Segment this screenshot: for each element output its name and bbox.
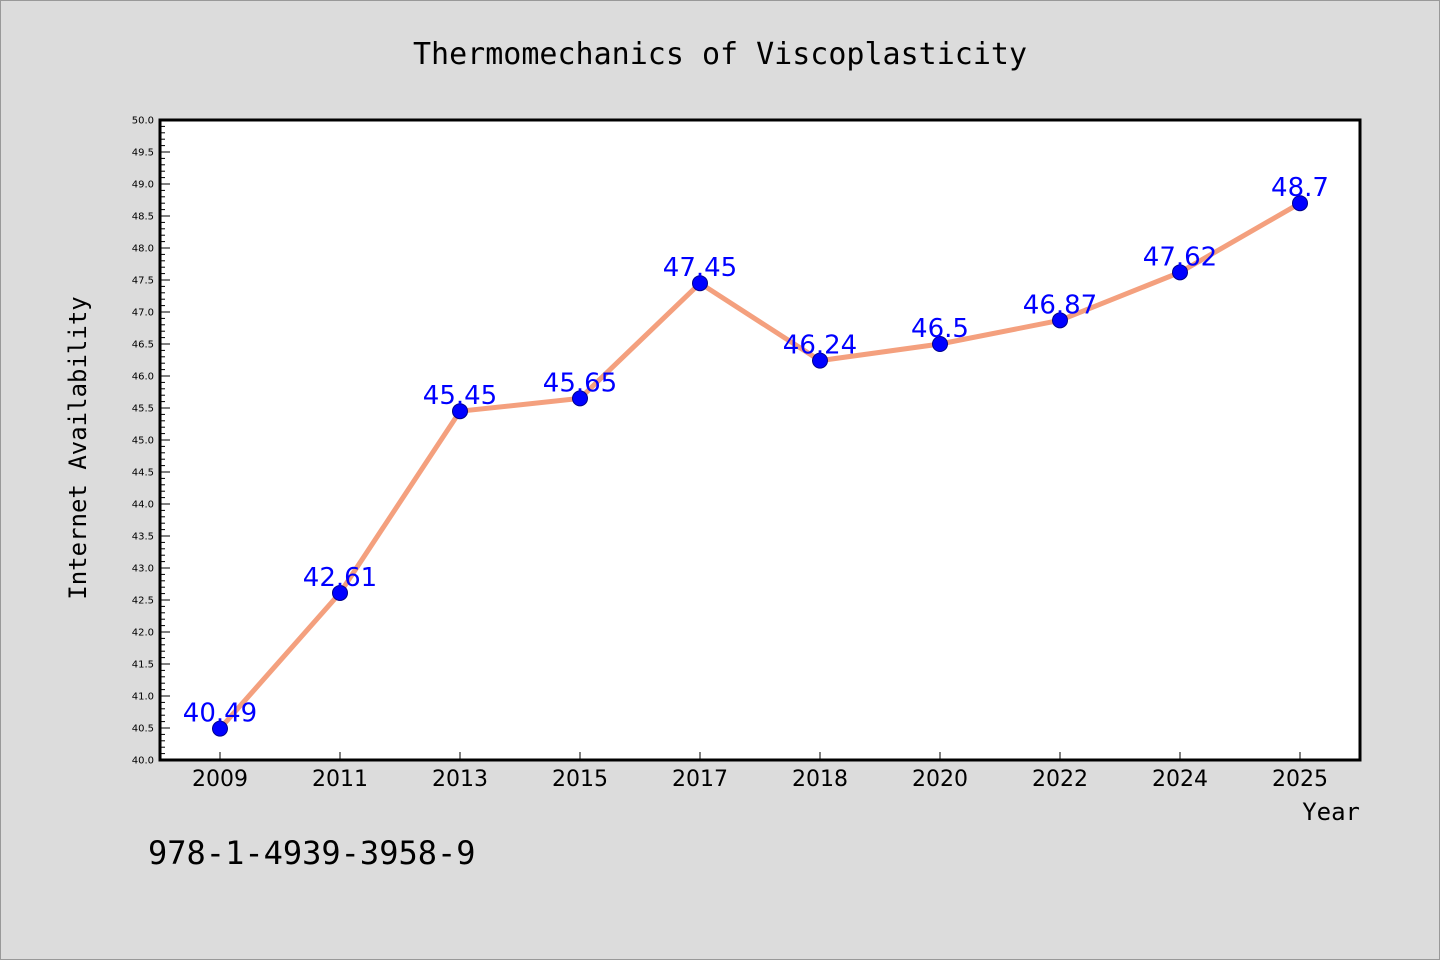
- data-label: 47.45: [663, 253, 737, 283]
- x-tick-label: 2013: [432, 767, 488, 792]
- y-tick-label: 41.5: [132, 660, 154, 671]
- data-point: [1292, 195, 1308, 212]
- x-tick-label: 2024: [1152, 767, 1208, 792]
- data-point: [692, 275, 708, 292]
- y-axis-label: Internet Availability: [64, 296, 92, 599]
- y-tick-label: 45.5: [132, 404, 154, 415]
- data-point: [1172, 264, 1188, 281]
- y-tick-label: 50.0: [132, 116, 154, 127]
- y-tick-label: 49.0: [132, 180, 154, 191]
- data-label: 46.24: [783, 331, 857, 361]
- data-label: 40.49: [183, 699, 257, 729]
- y-tick-label: 42.0: [132, 628, 154, 639]
- data-point: [1052, 312, 1068, 329]
- plot-area: [158, 118, 1362, 762]
- y-tick-label: 47.0: [132, 308, 154, 319]
- x-axis-label: Year: [1302, 798, 1360, 826]
- data-label: 45.65: [543, 368, 617, 398]
- y-tick-label: 43.0: [132, 564, 154, 575]
- y-tick-label: 47.5: [132, 276, 154, 287]
- x-axis: 2009 2011 2013 2015 2017 2018 2020 2022 2024 2025: [192, 752, 1328, 792]
- chart-title: Thermomechanics of Viscoplasticity: [413, 37, 1027, 72]
- data-point: [452, 403, 468, 420]
- y-tick-label: 48.5: [132, 212, 154, 223]
- data-point: [572, 390, 588, 407]
- data-point: [812, 352, 828, 369]
- y-tick-label: 48.0: [132, 244, 154, 255]
- data-point: [932, 336, 948, 352]
- y-tick-label: 42.5: [132, 596, 154, 607]
- isbn-annotation: 978-1-4939-3958-9: [148, 834, 476, 872]
- x-tick-label: 2022: [1032, 767, 1088, 792]
- y-tick-label: 46.0: [132, 372, 154, 383]
- x-tick-label: 2017: [672, 767, 728, 792]
- x-tick-label: 2009: [192, 767, 248, 792]
- data-label: 42.61: [303, 563, 377, 593]
- y-tick-label: 40.5: [132, 724, 154, 735]
- y-tick-label: 40.0: [132, 756, 154, 767]
- data-label: 46.5: [911, 314, 969, 344]
- y-axis: 40.0 40.5 41.0 41.5 42.0 42.5 43.0 43.5 44.0 44.5…: [132, 116, 170, 767]
- data-label: 47.62: [1143, 242, 1217, 272]
- data-labels: 40.49 42.61 45.45 45.65 47.45 46.24 46.5 46.87 4…: [183, 173, 1329, 728]
- data-point: [332, 584, 348, 601]
- x-tick-label: 2015: [552, 767, 608, 792]
- y-tick-label: 46.5: [132, 340, 154, 351]
- x-tick-label: 2020: [912, 767, 968, 792]
- series-line: [217, 200, 1303, 732]
- y-tick-label: 43.5: [132, 532, 154, 543]
- data-label: 48.7: [1271, 173, 1329, 203]
- x-tick-label: 2018: [792, 767, 848, 792]
- data-label: 46.87: [1023, 290, 1097, 320]
- y-tick-label: 44.5: [132, 468, 154, 479]
- y-tick-label: 45.0: [132, 436, 154, 447]
- x-tick-label: 2011: [312, 767, 368, 792]
- data-point: [212, 720, 228, 737]
- y-tick-label: 44.0: [132, 500, 154, 511]
- x-tick-label: 2025: [1272, 767, 1328, 792]
- data-label: 45.45: [423, 381, 497, 411]
- data-points: [212, 195, 1308, 737]
- y-tick-label: 41.0: [132, 692, 154, 703]
- y-tick-label: 49.5: [132, 148, 154, 159]
